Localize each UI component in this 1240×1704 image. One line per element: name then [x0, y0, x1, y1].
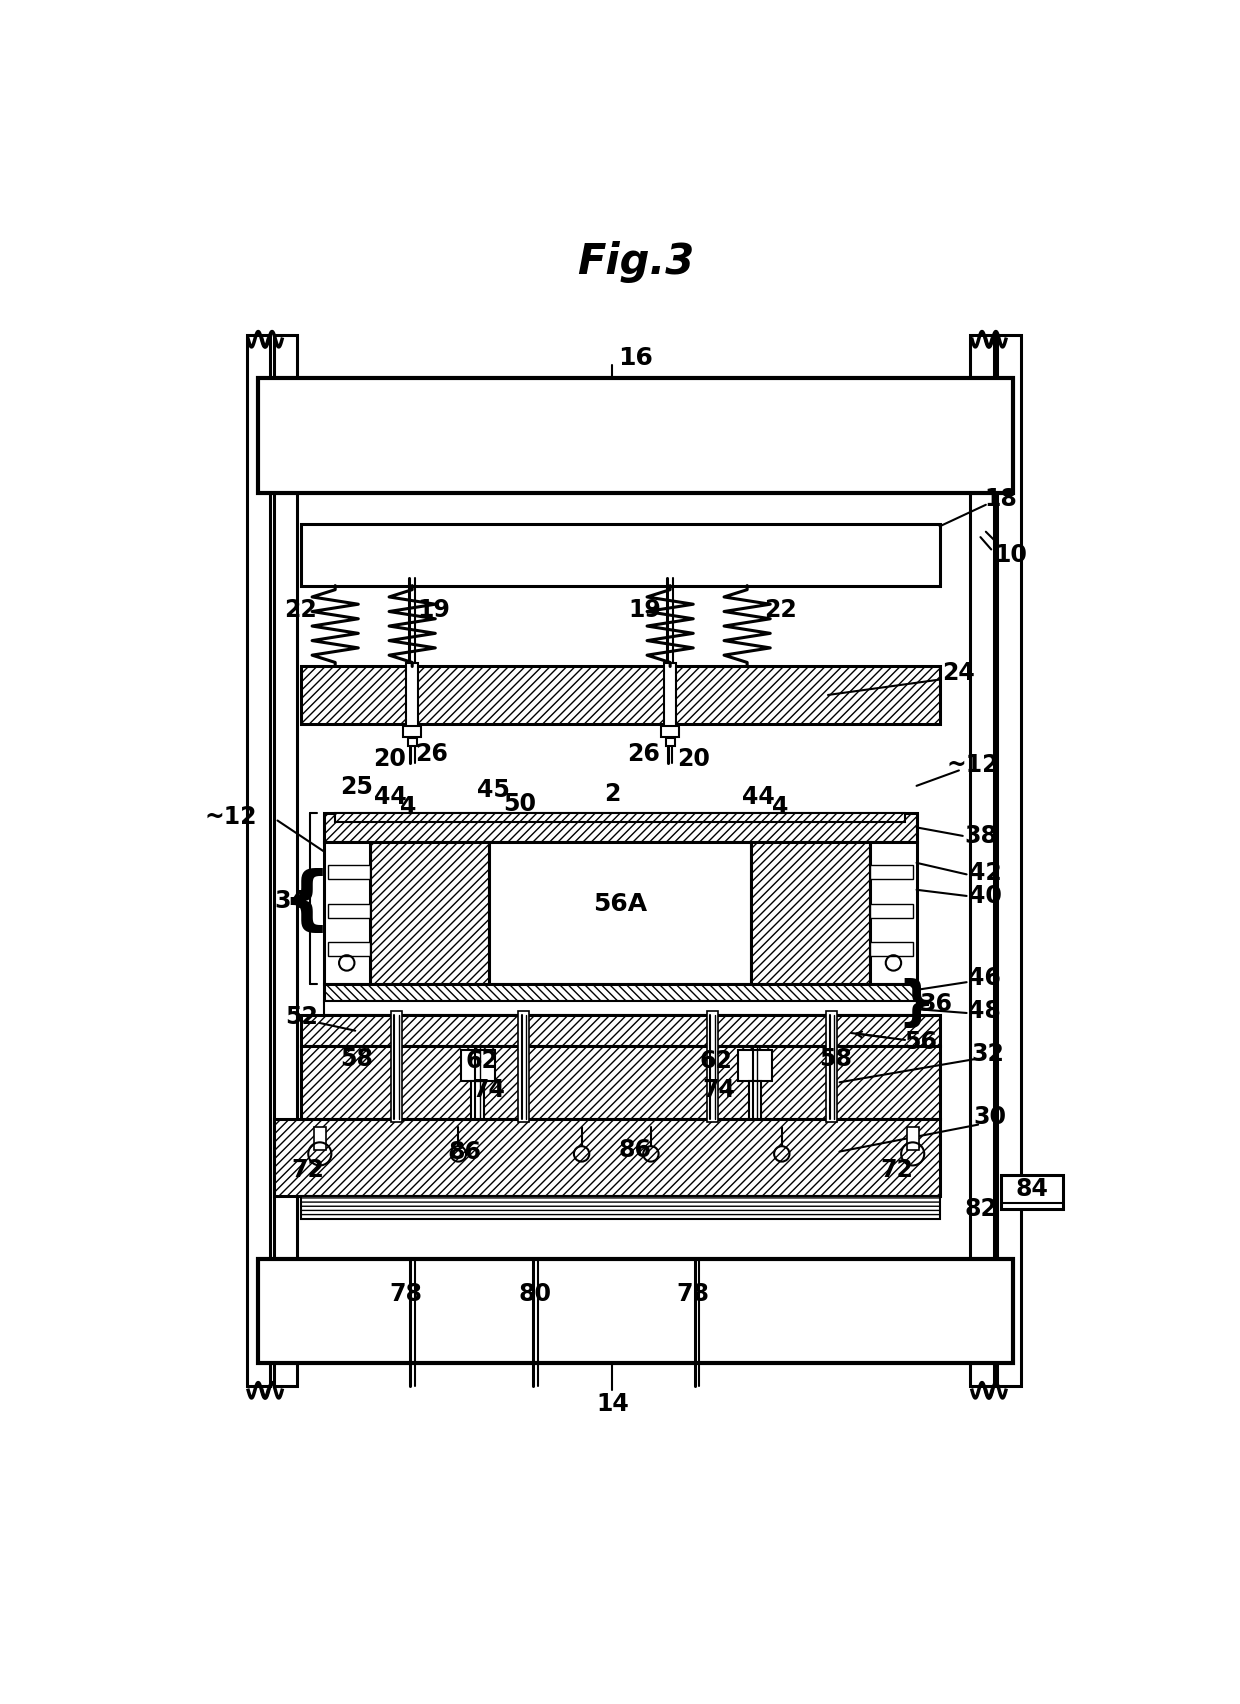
Bar: [335, 813, 905, 821]
Text: 32: 32: [972, 1041, 1004, 1065]
Bar: [749, 1080, 761, 1120]
Text: 58: 58: [340, 1048, 373, 1072]
Bar: [738, 1050, 771, 1080]
Bar: [327, 903, 370, 917]
Text: 84: 84: [1016, 1176, 1049, 1201]
Text: 14: 14: [596, 1392, 629, 1416]
Bar: [300, 666, 940, 724]
Text: 18: 18: [985, 487, 1018, 511]
Text: 19: 19: [418, 598, 450, 622]
Text: 38: 38: [963, 823, 997, 849]
Text: 56A: 56A: [593, 891, 647, 915]
Text: 2: 2: [604, 782, 620, 806]
Text: 22: 22: [764, 598, 796, 622]
Bar: [461, 1050, 495, 1080]
Text: 10: 10: [994, 544, 1027, 567]
Bar: [247, 336, 270, 1387]
Bar: [518, 1012, 529, 1121]
Text: 25: 25: [340, 775, 373, 799]
Bar: [258, 378, 1013, 492]
Bar: [663, 663, 676, 728]
Text: 62: 62: [465, 1048, 498, 1074]
Text: 62: 62: [699, 1048, 733, 1074]
Bar: [370, 842, 490, 985]
Bar: [751, 842, 870, 985]
Text: 44: 44: [374, 786, 407, 809]
Text: 74: 74: [472, 1079, 506, 1102]
Bar: [274, 1120, 940, 1196]
Bar: [1001, 1174, 1063, 1210]
Bar: [405, 663, 418, 728]
Bar: [258, 1259, 1013, 1363]
Bar: [906, 1126, 919, 1150]
Text: ~12: ~12: [946, 753, 999, 777]
Text: 34: 34: [274, 889, 308, 913]
Text: 4: 4: [773, 796, 789, 820]
Text: 45: 45: [476, 777, 510, 801]
Bar: [997, 336, 1021, 1387]
Bar: [392, 1012, 402, 1121]
Bar: [971, 336, 993, 1387]
Text: 80: 80: [518, 1281, 552, 1305]
Bar: [327, 866, 370, 879]
Bar: [870, 903, 913, 917]
Bar: [408, 738, 417, 746]
Bar: [471, 1080, 484, 1120]
Text: ~12: ~12: [205, 804, 257, 828]
Bar: [324, 985, 916, 1002]
Bar: [300, 1016, 940, 1046]
Bar: [403, 726, 422, 736]
Text: 26: 26: [626, 743, 660, 767]
Text: 36: 36: [919, 992, 952, 1016]
Bar: [490, 842, 751, 985]
Text: 50: 50: [503, 792, 537, 816]
Text: 72: 72: [880, 1159, 914, 1183]
Bar: [666, 738, 675, 746]
Bar: [324, 1002, 916, 1016]
Text: 40: 40: [970, 884, 1002, 908]
Bar: [300, 1196, 940, 1220]
Bar: [870, 842, 916, 985]
Bar: [707, 1012, 718, 1121]
Text: 56: 56: [904, 1031, 937, 1055]
Bar: [274, 336, 296, 1387]
Bar: [826, 1012, 837, 1121]
Text: 26: 26: [415, 743, 448, 767]
Bar: [300, 1046, 940, 1120]
Text: }: }: [898, 978, 935, 1029]
Text: 30: 30: [973, 1104, 1006, 1130]
Text: 4: 4: [401, 796, 417, 820]
Text: 58: 58: [820, 1048, 852, 1072]
Text: 42: 42: [970, 861, 1002, 884]
Text: 46: 46: [968, 966, 1001, 990]
Text: 19: 19: [629, 598, 661, 622]
Text: 74: 74: [702, 1079, 735, 1102]
Text: 86: 86: [619, 1138, 652, 1162]
Bar: [327, 942, 370, 956]
Text: 86: 86: [448, 1140, 481, 1164]
Bar: [661, 726, 680, 736]
Bar: [314, 1126, 326, 1150]
Text: 48: 48: [968, 999, 1001, 1022]
Text: 24: 24: [942, 661, 976, 685]
Text: 44: 44: [743, 786, 775, 809]
Text: 52: 52: [285, 1005, 317, 1029]
Bar: [324, 842, 370, 985]
Text: 20: 20: [677, 746, 709, 770]
Text: {: {: [281, 867, 331, 935]
Text: 78: 78: [676, 1281, 709, 1305]
Bar: [870, 942, 913, 956]
Bar: [324, 813, 916, 842]
Text: 82: 82: [963, 1198, 997, 1222]
Text: 16: 16: [618, 346, 653, 370]
Text: Fig.3: Fig.3: [577, 242, 694, 283]
Text: 22: 22: [284, 598, 317, 622]
Text: 78: 78: [389, 1281, 423, 1305]
Bar: [870, 866, 913, 879]
Bar: [300, 525, 940, 586]
Text: 72: 72: [291, 1159, 325, 1183]
Text: 20: 20: [373, 746, 405, 770]
